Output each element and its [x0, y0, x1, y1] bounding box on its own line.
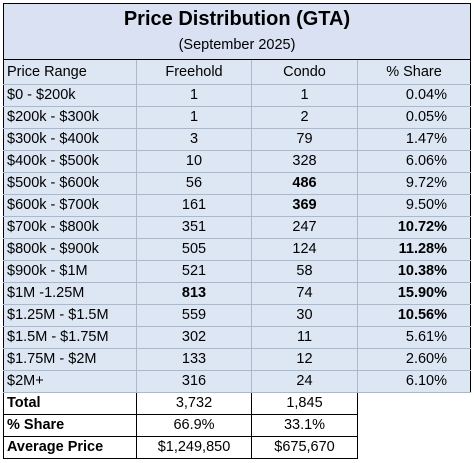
header-condo: Condo [251, 59, 358, 85]
footer-condo: 33.1% [251, 414, 358, 437]
cell-freehold: 3 [136, 128, 252, 151]
cell-condo: 369 [251, 194, 358, 217]
cell-freehold: 161 [136, 194, 252, 217]
table-row: $300k - $400k 3 79 1.47% [3, 128, 471, 151]
footer-freehold: 66.9% [136, 414, 252, 437]
cell-share: 10.72% [357, 216, 471, 239]
cell-share: 15.90% [357, 282, 471, 305]
table-row: $1.25M - $1.5M 559 30 10.56% [3, 304, 471, 327]
table-row: $400k - $500k 10 328 6.06% [3, 150, 471, 173]
cell-price-range: $1.5M - $1.75M [3, 326, 137, 349]
cell-price-range: $500k - $600k [3, 172, 137, 195]
cell-share: 10.38% [357, 260, 471, 283]
cell-freehold: 559 [136, 304, 252, 327]
footer-condo: 1,845 [251, 392, 358, 415]
cell-price-range: $900k - $1M [3, 260, 137, 283]
cell-share: 9.72% [357, 172, 471, 195]
table-row: $2M+ 316 24 6.10% [3, 370, 471, 393]
cell-share: 11.28% [357, 238, 471, 261]
cell-freehold: 56 [136, 172, 252, 195]
footer-label: % Share [3, 414, 137, 437]
table-row: $200k - $300k 1 2 0.05% [3, 106, 471, 129]
cell-price-range: $1.25M - $1.5M [3, 304, 137, 327]
cell-price-range: $200k - $300k [3, 106, 137, 129]
cell-freehold: 302 [136, 326, 252, 349]
footer-empty [357, 414, 471, 437]
cell-share: 6.06% [357, 150, 471, 173]
table-row: $700k - $800k 351 247 10.72% [3, 216, 471, 239]
cell-price-range: $600k - $700k [3, 194, 137, 217]
footer-row: Total 3,732 1,845 [3, 392, 471, 415]
header-freehold: Freehold [136, 59, 252, 85]
table-row: $1.75M - $2M 133 12 2.60% [3, 348, 471, 371]
footer-empty [357, 392, 471, 415]
header-row: Price Range Freehold Condo % Share [3, 59, 471, 85]
cell-freehold: 133 [136, 348, 252, 371]
cell-condo: 2 [251, 106, 358, 129]
cell-freehold: 813 [136, 282, 252, 305]
table-subtitle: (September 2025) [3, 34, 471, 60]
cell-condo: 79 [251, 128, 358, 151]
cell-share: 10.56% [357, 304, 471, 327]
header-price-range: Price Range [3, 59, 137, 85]
cell-share: 5.61% [357, 326, 471, 349]
cell-condo: 247 [251, 216, 358, 239]
cell-share: 1.47% [357, 128, 471, 151]
cell-condo: 124 [251, 238, 358, 261]
cell-condo: 486 [251, 172, 358, 195]
table-row: $500k - $600k 56 486 9.72% [3, 172, 471, 195]
price-distribution-table: Price Distribution (GTA) (September 2025… [3, 3, 471, 460]
cell-freehold: 1 [136, 84, 252, 107]
cell-condo: 74 [251, 282, 358, 305]
cell-freehold: 351 [136, 216, 252, 239]
data-table: Price Distribution (GTA) (September 2025… [3, 3, 471, 459]
table-title: Price Distribution (GTA) [3, 3, 471, 34]
table-row: $1M -1.25M 813 74 15.90% [3, 282, 471, 305]
cell-freehold: 1 [136, 106, 252, 129]
cell-freehold: 10 [136, 150, 252, 173]
table-row: $0 - $200k 1 1 0.04% [3, 84, 471, 107]
cell-price-range: $800k - $900k [3, 238, 137, 261]
cell-condo: 11 [251, 326, 358, 349]
cell-condo: 30 [251, 304, 358, 327]
cell-condo: 24 [251, 370, 358, 393]
cell-condo: 58 [251, 260, 358, 283]
footer-row: Average Price $1,249,850 $675,670 [3, 436, 471, 459]
cell-price-range: $2M+ [3, 370, 137, 393]
cell-freehold: 521 [136, 260, 252, 283]
cell-price-range: $700k - $800k [3, 216, 137, 239]
cell-price-range: $300k - $400k [3, 128, 137, 151]
cell-price-range: $1M -1.25M [3, 282, 137, 305]
cell-freehold: 316 [136, 370, 252, 393]
table-row: $600k - $700k 161 369 9.50% [3, 194, 471, 217]
cell-condo: 1 [251, 84, 358, 107]
footer-condo: $675,670 [251, 436, 358, 459]
footer-label: Total [3, 392, 137, 415]
table-row: $800k - $900k 505 124 11.28% [3, 238, 471, 261]
cell-share: 9.50% [357, 194, 471, 217]
cell-share: 6.10% [357, 370, 471, 393]
cell-price-range: $400k - $500k [3, 150, 137, 173]
table-row: $1.5M - $1.75M 302 11 5.61% [3, 326, 471, 349]
footer-empty [357, 436, 471, 459]
cell-freehold: 505 [136, 238, 252, 261]
cell-share: 0.04% [357, 84, 471, 107]
cell-price-range: $1.75M - $2M [3, 348, 137, 371]
cell-condo: 12 [251, 348, 358, 371]
footer-freehold: $1,249,850 [136, 436, 252, 459]
header-share: % Share [357, 59, 471, 85]
cell-share: 2.60% [357, 348, 471, 371]
cell-price-range: $0 - $200k [3, 84, 137, 107]
footer-row: % Share 66.9% 33.1% [3, 414, 471, 437]
footer-freehold: 3,732 [136, 392, 252, 415]
footer-label: Average Price [3, 436, 137, 459]
cell-condo: 328 [251, 150, 358, 173]
cell-share: 0.05% [357, 106, 471, 129]
table-row: $900k - $1M 521 58 10.38% [3, 260, 471, 283]
